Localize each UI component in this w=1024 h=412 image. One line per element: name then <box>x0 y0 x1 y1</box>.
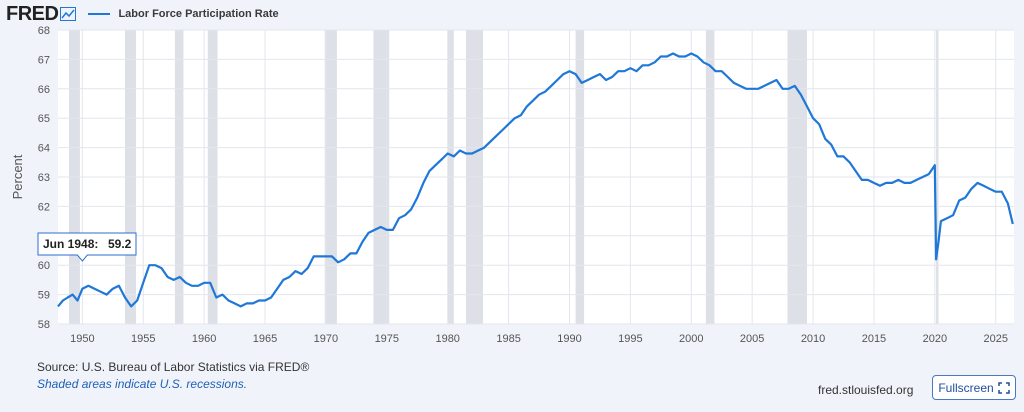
x-tick-label: 1965 <box>253 333 277 345</box>
y-tick-label: 58 <box>38 319 50 331</box>
x-tick-label: 2015 <box>862 333 886 345</box>
site-link[interactable]: fred.stlouisfed.org <box>818 383 914 397</box>
y-tick-label: 65 <box>38 113 50 125</box>
source-text: Source: U.S. Bureau of Labor Statistics … <box>37 360 309 374</box>
x-tick-label: 1950 <box>70 333 94 345</box>
x-axis-ticks: 1950 1955 1960 1965 1970 1975 1980 1985 1990 1995… <box>70 333 1008 345</box>
y-tick-label: 63 <box>38 172 50 184</box>
x-tick-label: 1955 <box>131 333 155 345</box>
source-prefix: Source: <box>37 360 82 374</box>
x-tick-label: 2020 <box>923 333 947 345</box>
legend-label: Labor Force Participation Rate <box>118 8 279 20</box>
y-axis-label: Percent <box>10 154 25 199</box>
x-tick-label: 1960 <box>192 333 216 345</box>
x-tick-label: 1980 <box>435 333 459 345</box>
legend[interactable]: Labor Force Participation Rate <box>88 8 279 20</box>
source-value: U.S. Bureau of Labor Statistics via FRED… <box>81 360 310 374</box>
x-tick-label: 1970 <box>314 333 338 345</box>
chart-header: FRED Labor Force Participation Rate <box>6 2 279 26</box>
y-tick-label: 67 <box>38 54 50 66</box>
x-tick-label: 1990 <box>557 333 581 345</box>
tooltip-value: 59.2 <box>108 237 132 251</box>
x-tick-label: 2010 <box>801 333 825 345</box>
fullscreen-icon <box>997 381 1010 394</box>
x-tick-label: 2005 <box>740 333 764 345</box>
fred-logo: FRED <box>6 2 59 25</box>
x-tick-label: 2000 <box>679 333 703 345</box>
y-tick-label: 60 <box>38 260 50 272</box>
tooltip-date: Jun 1948: <box>43 237 98 251</box>
y-axis-ticks: 5859606162636465666768 <box>38 25 50 331</box>
fullscreen-label: Fullscreen <box>938 380 994 395</box>
y-tick-label: 66 <box>38 84 50 96</box>
y-tick-label: 64 <box>38 143 50 155</box>
y-tick-label: 62 <box>38 201 50 213</box>
x-tick-label: 1975 <box>375 333 399 345</box>
x-tick-label: 1995 <box>618 333 642 345</box>
tooltip: Jun 1948: 59.2 <box>37 232 137 262</box>
legend-line-swatch <box>88 13 111 15</box>
chart-trend-icon <box>60 7 77 21</box>
tooltip-box <box>37 232 137 262</box>
y-tick-label: 68 <box>38 25 50 37</box>
series-line-labor-force-participation-rate[interactable] <box>57 52 1014 308</box>
recession-note: Shaded areas indicate U.S. recessions. <box>37 377 248 391</box>
fullscreen-button[interactable]: Fullscreen <box>932 375 1016 400</box>
x-tick-label: 2025 <box>983 333 1007 345</box>
x-tick-label: 1985 <box>496 333 520 345</box>
y-tick-label: 59 <box>38 290 50 302</box>
